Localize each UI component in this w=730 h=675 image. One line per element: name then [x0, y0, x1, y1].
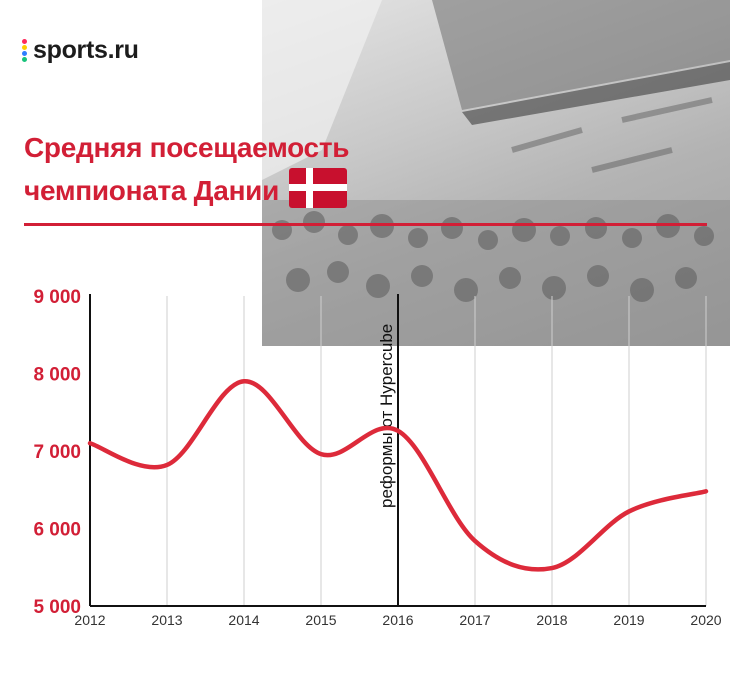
stadium-crowd-photo [262, 0, 730, 346]
logo-dot-4 [22, 56, 27, 62]
logo-dots-icon [22, 38, 28, 63]
x-tick-label: 2013 [151, 612, 182, 628]
x-tick-label: 2016 [382, 612, 413, 628]
page-title: Средняя посещаемость чемпионата Дании [24, 128, 349, 211]
y-tick-label: 8 000 [33, 365, 81, 386]
y-tick-label: 6 000 [33, 520, 81, 541]
x-tick-label: 2019 [613, 612, 644, 628]
logo-text: sports.ru [33, 36, 139, 64]
x-tick-label: 2015 [305, 612, 336, 628]
logo-dot-2 [22, 44, 27, 50]
flag-cross-horizontal [289, 184, 348, 191]
x-tick-label: 2012 [74, 612, 105, 628]
y-tick-label: 7 000 [33, 442, 81, 463]
series-line [87, 378, 709, 572]
title-line-2-text: чемпионата Дании [24, 175, 280, 206]
denmark-flag-icon [289, 168, 348, 208]
title-line-1: Средняя посещаемость [24, 132, 350, 163]
y-tick-label: 5 000 [33, 597, 81, 618]
x-tick-label: 2020 [690, 612, 721, 628]
x-tick-label: 2018 [536, 612, 567, 628]
y-tick-label: 9 000 [33, 287, 81, 308]
x-tick-label: 2017 [459, 612, 490, 628]
x-tick-label: 2014 [228, 612, 259, 628]
logo-dot-3 [22, 50, 27, 56]
logo-dot-1 [22, 38, 27, 44]
sports-ru-logo[interactable]: sports.ru [22, 36, 139, 65]
annotation-label: реформы от Hypercube [377, 324, 396, 508]
title-line-2: чемпионата Дании [24, 168, 349, 211]
title-divider [24, 223, 707, 226]
